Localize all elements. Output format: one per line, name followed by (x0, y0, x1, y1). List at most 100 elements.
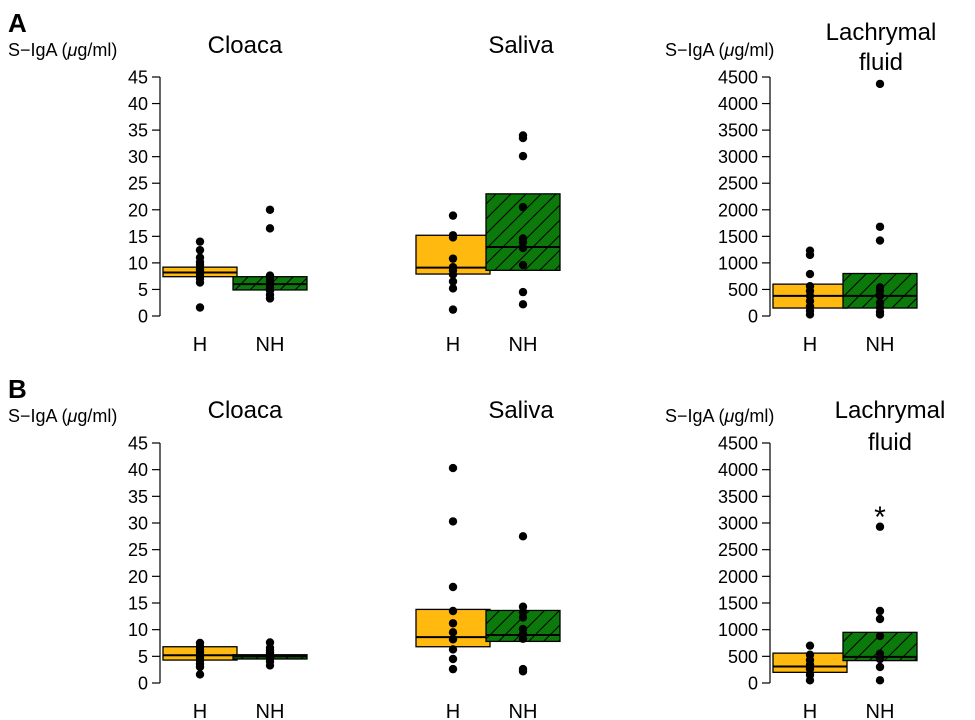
data-point (518, 287, 528, 297)
y-tick-label: 3000 (718, 514, 758, 534)
data-point (448, 619, 458, 628)
y-tick-label: 0 (138, 674, 148, 694)
y-tick-label: 35 (128, 121, 148, 141)
y-tick-label: 0 (138, 307, 148, 327)
data-point (875, 283, 885, 292)
data-point (518, 202, 528, 212)
data-point (448, 654, 458, 664)
y-tick-label: 25 (128, 540, 148, 560)
y-tick-label: 4000 (718, 94, 758, 114)
data-point (195, 638, 205, 648)
data-point (875, 676, 885, 685)
x-tick-label: H (193, 334, 207, 356)
panel-title: Saliva (488, 32, 554, 59)
data-point (805, 246, 815, 255)
x-tick-label: NH (866, 334, 895, 356)
panel-2: Lachrymal fluid S−IgA (μg/ml) 0 500 1000 1500 2… (665, 19, 936, 356)
x-tick-label: NH (256, 701, 285, 720)
data-point (518, 624, 528, 634)
data-point (805, 641, 815, 650)
y-axis-label: S−IgA (μg/ml) (8, 406, 117, 426)
x-tick-label: NH (866, 701, 895, 720)
data-point (875, 222, 885, 231)
data-point (448, 231, 458, 240)
data-point (805, 650, 815, 659)
data-point (448, 664, 458, 674)
data-point (195, 245, 205, 255)
y-tick-label: 20 (128, 200, 148, 220)
panel-0: A Cloaca S−IgA (μg/ml) 0 5 10 15 20 25 30 35 40 45 H N… (8, 8, 308, 356)
panel-title: Lachrymal (826, 19, 937, 46)
y-tick-label: 45 (128, 434, 148, 454)
box-H (415, 608, 491, 648)
x-tick-label: H (803, 334, 817, 356)
data-point (518, 532, 528, 541)
data-point (875, 614, 885, 624)
data-point (265, 271, 275, 280)
data-point (518, 260, 528, 270)
data-point (875, 79, 885, 89)
data-point (265, 205, 275, 214)
y-tick-label: 1500 (718, 227, 758, 247)
x-tick-label: NH (509, 334, 538, 356)
data-point (875, 631, 885, 641)
data-point (448, 606, 458, 616)
data-point (805, 282, 815, 291)
panel-title: Cloaca (208, 32, 283, 59)
data-point (448, 628, 458, 637)
data-point (448, 284, 458, 293)
data-point (518, 602, 528, 611)
data-point (518, 300, 528, 309)
y-tick-label: 500 (728, 647, 758, 667)
y-tick-label: 0 (748, 307, 758, 327)
data-point (875, 522, 885, 531)
data-point (875, 298, 885, 307)
y-axis-label: S−IgA (μg/ml) (665, 406, 774, 426)
data-point (518, 243, 528, 253)
panel-1: Saliva H NH (415, 32, 561, 356)
data-point (195, 670, 205, 679)
y-tick-label: 4500 (718, 68, 758, 88)
y-tick-label: 500 (728, 280, 758, 300)
y-tick-label: 2500 (718, 540, 758, 560)
y-tick-label: 40 (128, 94, 148, 114)
panel-title: fluid (859, 49, 903, 76)
y-tick-label: 5 (138, 647, 148, 667)
y-tick-label: 10 (128, 620, 148, 640)
data-point (265, 638, 275, 647)
data-point (448, 305, 458, 314)
y-axis-label: S−IgA (μg/ml) (665, 40, 774, 60)
data-point (448, 463, 458, 473)
data-point (448, 211, 458, 220)
data-point (875, 606, 885, 616)
y-tick-label: 35 (128, 487, 148, 507)
y-tick-label: 30 (128, 147, 148, 167)
data-point (448, 262, 458, 272)
data-point (518, 234, 528, 243)
data-point (448, 582, 458, 592)
x-tick-label: H (193, 701, 207, 720)
y-tick-label: 1000 (718, 620, 758, 640)
y-tick-label: 10 (128, 253, 148, 273)
y-tick-label: 1500 (718, 594, 758, 614)
data-point (805, 670, 815, 680)
x-tick-label: H (446, 334, 460, 356)
row-label: B (8, 374, 27, 404)
y-tick-label: 3000 (718, 147, 758, 167)
panel-5: Lachrymal fluid S−IgA (μg/ml) 0 500 1000 1500 2… (665, 397, 945, 720)
y-tick-label: 3500 (718, 121, 758, 141)
data-point (518, 131, 528, 140)
data-point (265, 224, 275, 233)
y-tick-label: 30 (128, 514, 148, 534)
data-point (518, 664, 528, 674)
y-tick-label: 4000 (718, 460, 758, 480)
panel-4: Saliva H NH (415, 397, 561, 720)
panel-title: Lachrymal (835, 397, 946, 424)
panel-title: Cloaca (208, 397, 283, 424)
y-tick-label: 2000 (718, 567, 758, 587)
row-label: A (8, 8, 27, 38)
y-tick-label: 0 (748, 674, 758, 694)
x-tick-label: NH (509, 701, 538, 720)
y-tick-label: 2000 (718, 200, 758, 220)
